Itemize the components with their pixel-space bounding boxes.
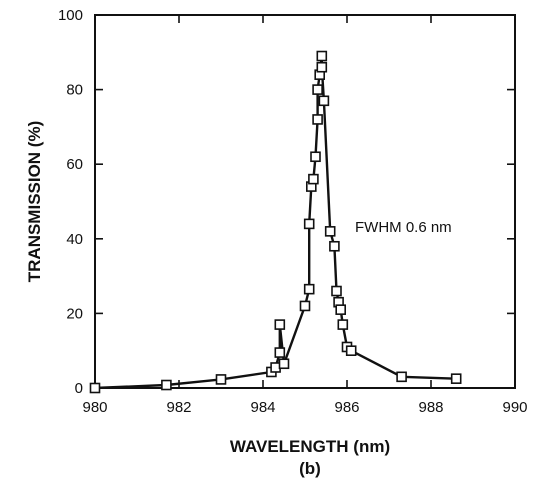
panel-label: (b) — [299, 459, 321, 478]
data-point — [319, 96, 328, 105]
data-point — [332, 287, 341, 296]
x-tick-label: 986 — [334, 399, 359, 416]
data-point — [280, 359, 289, 368]
data-point — [330, 242, 339, 251]
data-point — [313, 115, 322, 124]
data-point — [91, 384, 100, 393]
data-point — [305, 219, 314, 228]
data-point — [275, 348, 284, 357]
data-point — [317, 52, 326, 61]
data-point — [309, 175, 318, 184]
data-point — [313, 85, 322, 94]
x-tick-label: 988 — [418, 399, 443, 416]
x-tick-label: 984 — [250, 399, 275, 416]
data-point — [217, 375, 226, 384]
x-tick-label: 980 — [82, 399, 107, 416]
data-point — [397, 372, 406, 381]
x-axis-title: WAVELENGTH (nm) — [230, 437, 390, 456]
data-point — [336, 305, 345, 314]
y-tick-label: 0 — [75, 380, 83, 397]
data-point — [311, 152, 320, 161]
data-point — [275, 320, 284, 329]
plot-frame — [95, 15, 515, 388]
y-axis-title: TRANSMISSION (%) — [25, 121, 44, 283]
axes: 980 982 984 986 988 990 0 20 40 60 80 100 — [58, 7, 528, 416]
y-tick-label: 60 — [66, 156, 83, 173]
data-point — [347, 346, 356, 355]
data-point — [338, 320, 347, 329]
fwhm-annotation: FWHM 0.6 nm — [355, 219, 452, 236]
y-tick-label: 100 — [58, 7, 83, 24]
data-point — [305, 285, 314, 294]
y-tick-label: 40 — [66, 231, 83, 248]
x-tick-label: 982 — [166, 399, 191, 416]
data-point — [162, 381, 171, 390]
y-tick-label: 20 — [66, 305, 83, 322]
data-point — [317, 63, 326, 72]
data-point — [301, 301, 310, 310]
y-tick-label: 80 — [66, 82, 83, 99]
data-point — [452, 374, 461, 383]
x-tick-label: 990 — [502, 399, 527, 416]
data-point — [326, 227, 335, 236]
